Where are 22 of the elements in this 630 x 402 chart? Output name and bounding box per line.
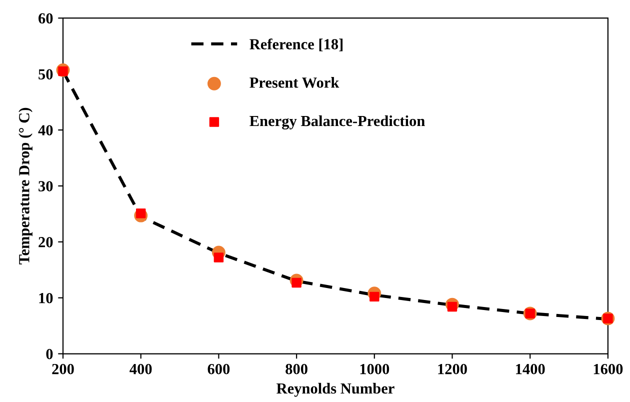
legend-label: Present Work: [250, 77, 340, 88]
y-tick-label: 20: [38, 237, 53, 248]
y-tick-label: 0: [46, 348, 53, 360]
legend-label: Energy Balance-Prediction: [250, 115, 425, 130]
y-tick-label: 50: [38, 69, 53, 80]
x-tick-label: 400: [130, 364, 152, 374]
x-tick-label: 800: [286, 364, 308, 374]
y-axis-title: Temperature Drop (° C): [18, 108, 32, 264]
legend-label: Reference [18]: [250, 38, 343, 52]
x-tick-label: 1400: [516, 364, 545, 374]
y-tick-label: 10: [39, 292, 53, 304]
x-tick-label: 200: [52, 364, 74, 374]
y-tick-label: 30: [38, 181, 53, 192]
point: [447, 302, 458, 312]
point: [214, 252, 224, 262]
x-axis-title: Reynolds Number: [276, 382, 394, 397]
y-tick-label: 60: [38, 13, 53, 24]
x-tick-label: 600: [208, 364, 230, 374]
y-tick-label: 40: [38, 125, 53, 136]
x-tick-label: 1600: [594, 364, 623, 374]
x-tick-label: 1000: [360, 364, 390, 374]
x-tick-label: 1200: [438, 364, 467, 374]
